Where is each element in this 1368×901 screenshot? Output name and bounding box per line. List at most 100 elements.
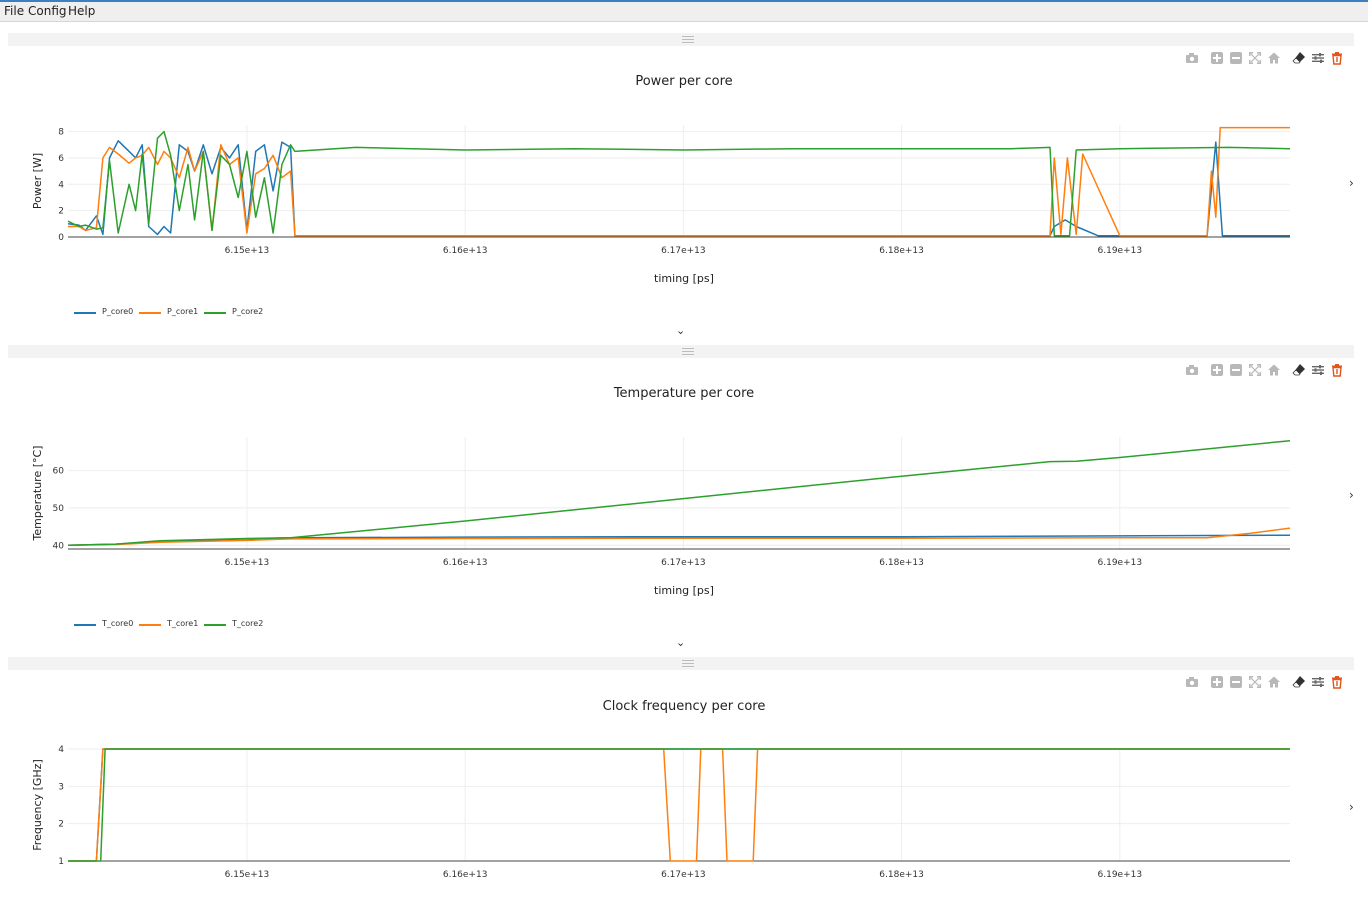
y-tick-label: 2 <box>58 820 64 830</box>
x-axis-label: timing [ps] <box>654 272 714 285</box>
autoscale-icon[interactable] <box>1248 362 1262 376</box>
y-tick-label: 6 <box>58 154 64 164</box>
home-icon[interactable] <box>1267 50 1281 64</box>
y-axis-label: Frequency [GHz] <box>31 759 44 850</box>
zoom-in-icon[interactable] <box>1210 50 1224 64</box>
plot-toolbar <box>1185 50 1355 66</box>
chart-area[interactable]: 6.15e+13 6.16e+13 6.17e+13 6.18e+13 6.19e+13… <box>0 739 1368 901</box>
menu-bar: File Config Help <box>0 0 1368 22</box>
x-tick-label: 6.16e+13 <box>443 870 488 880</box>
legend-label: T_core2 <box>232 619 264 628</box>
expand-side-arrow-icon[interactable]: › <box>1349 488 1354 502</box>
y-tick-label: 2 <box>58 207 64 217</box>
home-icon[interactable] <box>1267 362 1281 376</box>
y-axis-label: Temperature [°C] <box>31 446 44 542</box>
x-tick-label: 6.15e+13 <box>225 870 270 880</box>
collapse-chevron-icon[interactable]: ⌄ <box>676 636 686 649</box>
x-tick-label: 6.17e+13 <box>661 870 706 880</box>
trash-icon[interactable] <box>1330 50 1344 65</box>
legend-swatch <box>204 624 226 626</box>
menu-file[interactable]: File <box>4 4 25 18</box>
x-tick-label: 6.19e+13 <box>1098 246 1143 256</box>
legend-label: P_core2 <box>232 307 264 316</box>
x-tick-label: 6.18e+13 <box>879 246 924 256</box>
x-tick-label: 6.17e+13 <box>661 246 706 256</box>
zoom-out-icon[interactable] <box>1229 50 1243 64</box>
collapse-chevron-icon[interactable]: ⌄ <box>676 324 686 337</box>
chart-area[interactable]: 6.15e+13 6.16e+13 6.17e+13 6.18e+13 6.19e+13… <box>0 115 1368 277</box>
expand-side-arrow-icon[interactable]: › <box>1349 800 1354 814</box>
chart-area[interactable]: 6.15e+13 6.16e+13 6.17e+13 6.18e+13 6.19e+13… <box>0 427 1368 589</box>
drag-grip-icon <box>682 36 694 43</box>
x-tick-label: 6.15e+13 <box>225 246 270 256</box>
eraser-icon[interactable] <box>1292 362 1306 376</box>
menu-config[interactable]: Config <box>28 4 67 18</box>
panel-drag-handle[interactable] <box>8 657 1354 670</box>
x-tick-label: 6.15e+13 <box>225 558 270 568</box>
legend-label: P_core1 <box>167 307 199 316</box>
expand-side-arrow-icon[interactable]: › <box>1349 176 1354 190</box>
y-tick-label: 1 <box>58 857 64 867</box>
camera-icon[interactable] <box>1185 50 1199 64</box>
autoscale-icon[interactable] <box>1248 50 1262 64</box>
panel-drag-handle[interactable] <box>8 33 1354 46</box>
series-line-p_core1 <box>68 126 1290 237</box>
series-line-t_core2 <box>67 439 1291 547</box>
y-tick-label: 0 <box>58 233 64 243</box>
panel-drag-handle[interactable] <box>8 345 1354 358</box>
y-tick-label: 8 <box>58 128 64 138</box>
eraser-icon[interactable] <box>1292 674 1306 688</box>
settings-icon[interactable] <box>1311 50 1325 64</box>
home-icon[interactable] <box>1267 674 1281 688</box>
x-tick-label: 6.18e+13 <box>879 558 924 568</box>
legend-label: P_core0 <box>102 307 134 316</box>
trash-icon[interactable] <box>1330 362 1344 377</box>
plot-toolbar <box>1185 362 1355 378</box>
zoom-in-icon[interactable] <box>1210 362 1224 376</box>
y-tick-label: 40 <box>53 541 65 551</box>
zoom-in-icon[interactable] <box>1210 674 1224 688</box>
x-tick-label: 6.18e+13 <box>879 870 924 880</box>
y-tick-label: 4 <box>58 745 64 755</box>
camera-icon[interactable] <box>1185 362 1199 376</box>
zoom-out-icon[interactable] <box>1229 674 1243 688</box>
series-line-p_core2 <box>67 130 1291 237</box>
x-tick-label: 6.16e+13 <box>443 558 488 568</box>
y-tick-label: 50 <box>53 504 65 514</box>
legend-swatch <box>139 312 161 314</box>
y-tick-label: 4 <box>58 180 64 190</box>
plot-title: Power per core <box>635 74 733 89</box>
trash-icon[interactable] <box>1330 674 1344 689</box>
eraser-icon[interactable] <box>1292 50 1306 64</box>
plot-title: Temperature per core <box>613 386 755 401</box>
series-line-core2 <box>68 748 1290 862</box>
series-line-core0 <box>68 748 1290 862</box>
legend-swatch <box>139 624 161 626</box>
drag-grip-icon <box>682 348 694 355</box>
x-axis-label: timing [ps] <box>654 584 714 597</box>
x-tick-label: 6.17e+13 <box>661 558 706 568</box>
autoscale-icon[interactable] <box>1248 674 1262 688</box>
y-tick-label: 3 <box>58 782 64 792</box>
menu-help[interactable]: Help <box>68 4 96 18</box>
y-axis-label: Power [W] <box>31 153 44 209</box>
zoom-out-icon[interactable] <box>1229 362 1243 376</box>
series-line-t_core1 <box>67 527 1291 547</box>
x-tick-label: 6.19e+13 <box>1098 870 1143 880</box>
x-tick-label: 6.19e+13 <box>1098 558 1143 568</box>
legend-swatch <box>74 312 96 314</box>
legend-label: T_core0 <box>102 619 134 628</box>
y-tick-label: 60 <box>53 467 65 477</box>
drag-grip-icon <box>682 660 694 667</box>
plot-toolbar <box>1185 674 1355 690</box>
settings-icon[interactable] <box>1311 362 1325 376</box>
legend-swatch <box>204 312 226 314</box>
settings-icon[interactable] <box>1311 674 1325 688</box>
series-line-p_core0 <box>67 140 1290 237</box>
x-tick-label: 6.16e+13 <box>443 246 488 256</box>
plot-title: Clock frequency per core <box>602 699 766 714</box>
camera-icon[interactable] <box>1185 674 1199 688</box>
legend-swatch <box>74 624 96 626</box>
series-line-core1 <box>68 748 1290 862</box>
legend-label: T_core1 <box>167 619 199 628</box>
